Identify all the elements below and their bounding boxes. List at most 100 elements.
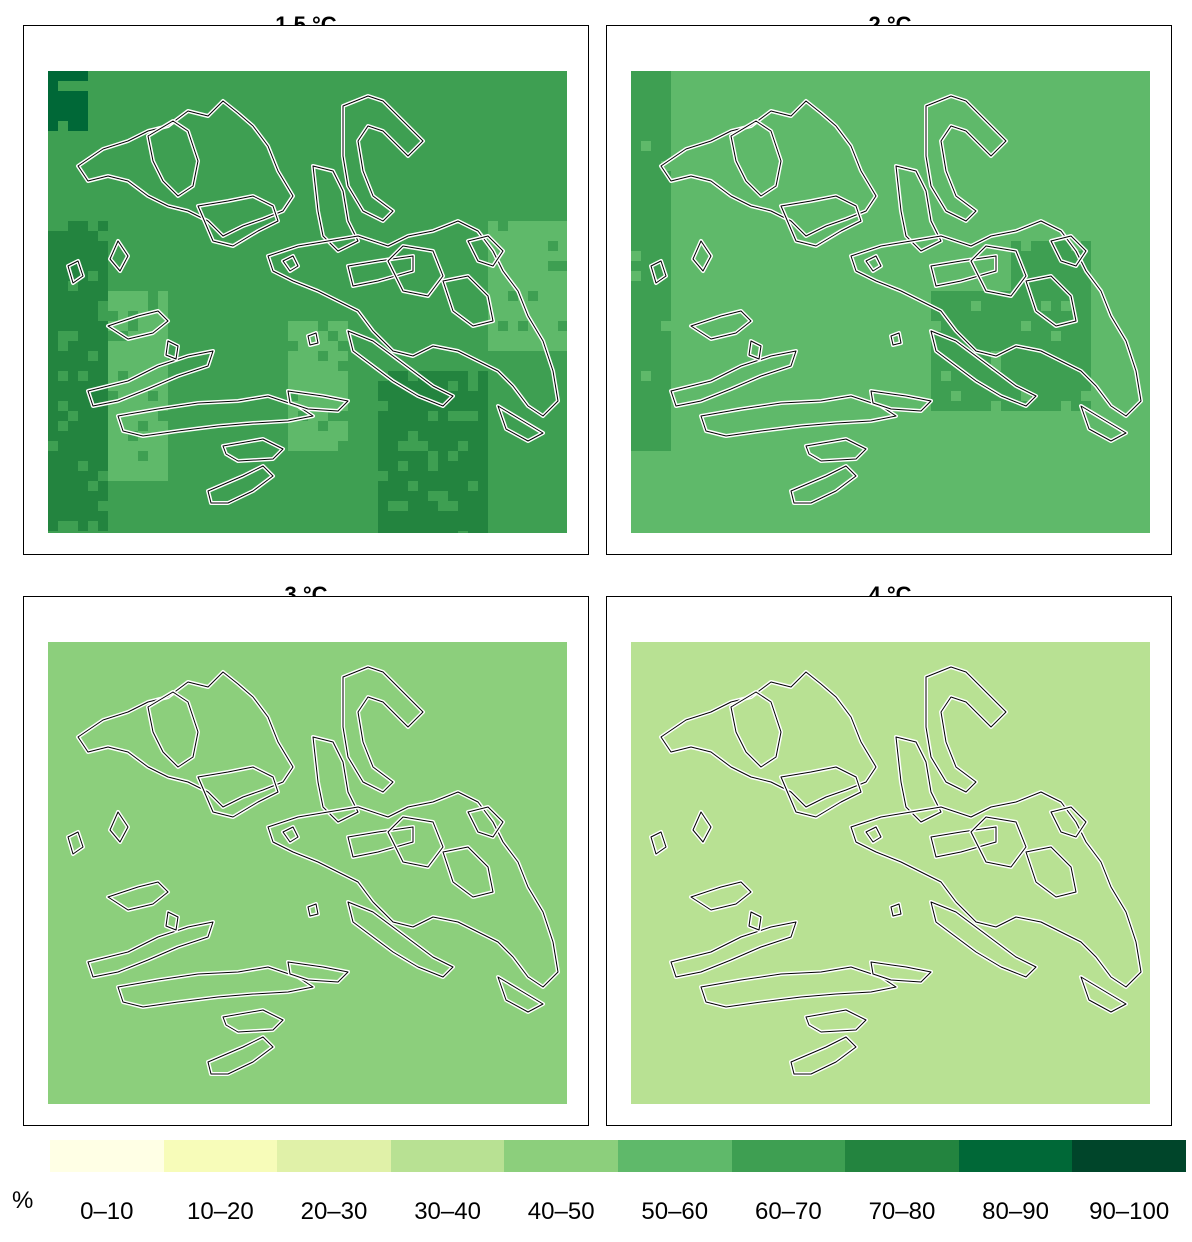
raster-cell bbox=[158, 351, 168, 361]
raster-cell bbox=[258, 351, 268, 361]
raster-cell bbox=[528, 281, 538, 291]
raster-cell bbox=[1011, 311, 1021, 321]
raster-cell bbox=[258, 331, 268, 341]
coastline bbox=[67, 260, 84, 284]
raster-cell bbox=[298, 191, 308, 201]
raster-cell bbox=[258, 361, 268, 371]
coastline bbox=[87, 350, 214, 407]
raster-cell bbox=[48, 71, 58, 81]
raster-cell bbox=[428, 401, 438, 411]
raster-cell bbox=[651, 421, 661, 431]
raster-cell bbox=[48, 231, 58, 241]
raster-cell bbox=[338, 91, 348, 101]
raster-cell bbox=[438, 151, 448, 161]
raster-cell bbox=[478, 391, 488, 401]
raster-cell bbox=[478, 91, 488, 101]
raster-cell bbox=[88, 511, 98, 521]
raster-cell bbox=[408, 181, 418, 191]
raster-cell bbox=[228, 301, 238, 311]
raster-cell bbox=[288, 281, 298, 291]
raster-cell bbox=[248, 301, 258, 311]
raster-cell bbox=[378, 111, 388, 121]
raster-cell bbox=[248, 311, 258, 321]
raster-cell bbox=[278, 231, 288, 241]
raster-cell bbox=[348, 201, 358, 211]
raster-cell bbox=[1051, 251, 1061, 261]
raster-cell bbox=[68, 241, 78, 251]
legend-swatch bbox=[731, 1140, 846, 1172]
raster-cell bbox=[631, 381, 641, 391]
raster-cell bbox=[168, 391, 178, 401]
raster-cell bbox=[68, 421, 78, 431]
raster-cell bbox=[78, 401, 88, 411]
raster-cell bbox=[458, 481, 468, 491]
raster-cell bbox=[538, 181, 548, 191]
raster-cell bbox=[178, 251, 188, 261]
raster-cell bbox=[308, 301, 318, 311]
raster-cell bbox=[1031, 291, 1041, 301]
raster-cell bbox=[1071, 321, 1081, 331]
raster-cell bbox=[468, 501, 478, 511]
raster-cell bbox=[971, 401, 981, 411]
raster-cell bbox=[78, 311, 88, 321]
raster-cell bbox=[478, 521, 488, 531]
raster-cell bbox=[348, 151, 358, 161]
raster-cell bbox=[538, 221, 548, 231]
raster-cell bbox=[548, 211, 558, 221]
raster-cell bbox=[528, 261, 538, 271]
raster-cell bbox=[288, 261, 298, 271]
raster-cell bbox=[488, 81, 498, 91]
raster-cell bbox=[508, 181, 518, 191]
raster-cell bbox=[641, 331, 651, 341]
raster-cell bbox=[631, 71, 641, 81]
raster-cell bbox=[1051, 311, 1061, 321]
raster-cell bbox=[1061, 381, 1071, 391]
raster-cell bbox=[68, 371, 78, 381]
raster-cell bbox=[468, 391, 478, 401]
raster-cell bbox=[528, 81, 538, 91]
raster-cell bbox=[661, 291, 671, 301]
coastline bbox=[865, 826, 882, 843]
legend-swatch bbox=[845, 1140, 959, 1172]
raster-cell bbox=[158, 461, 168, 471]
raster-cell bbox=[68, 461, 78, 471]
raster-cell bbox=[458, 451, 468, 461]
raster-cell bbox=[218, 161, 228, 171]
coastline bbox=[890, 332, 902, 346]
raster-cell bbox=[518, 211, 528, 221]
raster-cell bbox=[348, 71, 358, 81]
coastline bbox=[347, 255, 414, 287]
coastline bbox=[312, 165, 359, 252]
raster-cell bbox=[1081, 381, 1091, 391]
raster-cell bbox=[358, 71, 368, 81]
raster-cell bbox=[128, 361, 138, 371]
raster-cell bbox=[88, 281, 98, 291]
raster-cell bbox=[408, 401, 418, 411]
coastline bbox=[805, 1009, 867, 1033]
raster-cell bbox=[68, 111, 78, 121]
raster-cell bbox=[388, 411, 398, 421]
raster-cell bbox=[1081, 361, 1091, 371]
legend-label: 40–50 bbox=[527, 1198, 595, 1225]
raster-cell bbox=[641, 131, 651, 141]
coastline bbox=[930, 330, 1037, 407]
raster-cell bbox=[288, 131, 298, 141]
raster-cell bbox=[218, 291, 228, 301]
legend-swatch bbox=[163, 1140, 278, 1172]
raster-cell bbox=[278, 131, 288, 141]
raster-cell bbox=[218, 371, 228, 381]
raster-cell bbox=[518, 251, 528, 261]
raster-cell bbox=[931, 331, 941, 341]
raster-cell bbox=[68, 511, 78, 521]
raster-cell bbox=[48, 411, 58, 421]
raster-cell bbox=[398, 451, 408, 461]
raster-cell bbox=[238, 321, 248, 331]
raster-cell bbox=[308, 291, 318, 301]
raster-cell bbox=[478, 171, 488, 181]
raster-cell bbox=[78, 281, 88, 291]
raster-cell bbox=[298, 391, 308, 401]
raster-cell bbox=[318, 341, 328, 351]
raster-cell bbox=[498, 161, 508, 171]
raster-cell bbox=[641, 191, 651, 201]
coastline bbox=[467, 806, 504, 838]
